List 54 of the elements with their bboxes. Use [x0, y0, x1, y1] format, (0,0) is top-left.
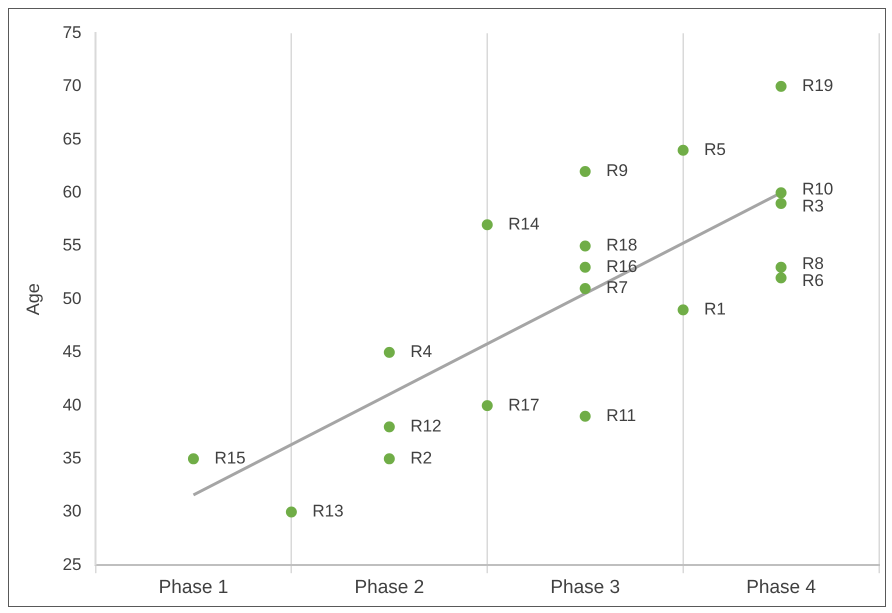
data-label: R4 [410, 342, 432, 362]
point [776, 272, 787, 284]
y-axis-title: Age [22, 283, 43, 316]
data-label: R11 [606, 406, 636, 425]
x-tick-label: Phase 2 [354, 576, 424, 598]
x-tick-label: Phase 4 [746, 576, 816, 598]
point [776, 80, 787, 92]
point [776, 187, 787, 198]
data-label: R9 [606, 161, 628, 180]
y-tick-label: 75 [62, 22, 82, 42]
y-tick-label: 50 [62, 288, 82, 308]
point [384, 346, 395, 358]
point [580, 410, 591, 422]
y-tick-label: 55 [62, 236, 82, 255]
data-label: R7 [606, 278, 628, 298]
data-label: R19 [802, 76, 834, 96]
point [580, 283, 591, 294]
point [384, 421, 395, 432]
x-tick-label: Phase 1 [158, 576, 228, 598]
data-label: R8 [802, 254, 824, 273]
data-label: R12 [410, 416, 442, 436]
data-label: R3 [802, 196, 824, 216]
data-label: R17 [508, 395, 540, 414]
y-tick-label: 25 [62, 554, 82, 574]
data-label: R2 [410, 448, 432, 468]
data-label: R16 [606, 256, 638, 276]
point [384, 453, 395, 464]
data-label: R10 [802, 179, 834, 198]
point [678, 304, 689, 316]
point [482, 219, 493, 230]
y-tick-label: 40 [62, 395, 82, 414]
point [482, 400, 493, 412]
data-label: R13 [312, 502, 344, 521]
point [580, 262, 591, 273]
x-tick-label: Phase 3 [550, 576, 620, 598]
data-label: R14 [508, 214, 540, 234]
data-label: R15 [214, 448, 246, 468]
point [776, 198, 787, 209]
y-tick-label: 60 [62, 182, 82, 202]
point [580, 240, 591, 252]
point [580, 166, 591, 178]
point [188, 453, 199, 464]
data-label: R6 [802, 270, 824, 290]
data-label: R18 [606, 236, 638, 255]
y-tick-label: 45 [62, 342, 82, 362]
y-tick-label: 35 [62, 448, 82, 468]
y-tick-label: 30 [62, 502, 82, 521]
point [776, 262, 787, 273]
point [286, 506, 297, 518]
y-tick-label: 70 [62, 76, 82, 96]
point [678, 144, 689, 156]
y-tick-label: 65 [62, 129, 82, 148]
data-label: R5 [704, 140, 726, 159]
data-label: R1 [704, 300, 726, 319]
